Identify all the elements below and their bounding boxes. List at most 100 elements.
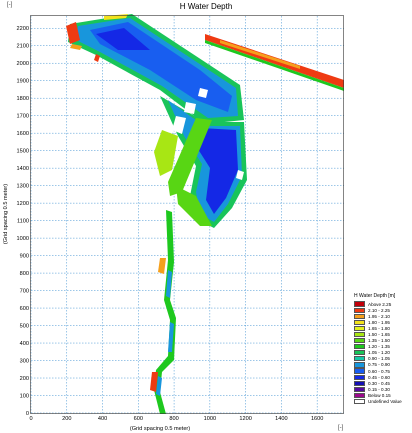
x-tick-label: 800: [169, 416, 178, 422]
legend-swatch: [354, 386, 365, 392]
y-tick-label: 1900: [17, 79, 29, 85]
y-tick-label: 900: [20, 254, 29, 260]
legend-label: 0.75 - 0.90: [368, 362, 390, 368]
y-tick-label: 1500: [17, 149, 29, 155]
y-tick-label: 1600: [17, 131, 29, 137]
legend-swatch: [354, 356, 365, 362]
depth-region-inner-ridge: [168, 118, 212, 196]
legend-item: 1.20 - 1.35: [354, 344, 410, 350]
y-tick-label: 700: [20, 289, 29, 295]
y-tick-label: 800: [20, 271, 29, 277]
legend-swatch: [354, 380, 365, 386]
legend-item: 2.10 - 2.25: [354, 307, 410, 313]
legend-label: 0.15 - 0.30: [368, 386, 390, 392]
x-tick-label: 400: [98, 416, 107, 422]
water-depth-field: [66, 14, 344, 414]
x-tick-label: 1600: [311, 416, 323, 422]
legend-swatch: [354, 313, 365, 319]
x-axis-label: (Grid spacing 0.5 meter): [130, 426, 190, 432]
x-axis-ticks: 0 200 400 600 800 1000 1200 1400 1600: [29, 416, 323, 422]
legend-label: 0.45 - 0.60: [368, 374, 390, 380]
legend-label: 1.80 - 1.95: [368, 319, 390, 325]
y-tick-label: 1800: [17, 96, 29, 102]
y-tick-label: 500: [20, 324, 29, 330]
fringe-left-edge: [94, 54, 100, 62]
y-tick-label: 1000: [17, 236, 29, 242]
legend-item: Undefined Value: [354, 398, 410, 405]
depth-region-river-lower: [205, 40, 344, 91]
legend-label: 1.35 - 1.50: [368, 338, 390, 344]
x-tick-label: 1000: [204, 416, 216, 422]
x-tick-label: 1200: [239, 416, 251, 422]
y-tick-label: 600: [20, 306, 29, 312]
legend-swatch: [354, 331, 365, 338]
x-tick-label: 1400: [275, 416, 287, 422]
corner-label-bottom-right: [-]: [338, 425, 344, 431]
depth-legend: H Water Depth [m] Above 2.25 2.10 - 2.25 1…: [354, 293, 410, 405]
legend-label: Above 2.25: [368, 301, 392, 307]
y-tick-label: 1300: [17, 184, 29, 190]
y-tick-label: 1400: [17, 166, 29, 172]
legend-item: Below 0.15: [354, 392, 410, 399]
legend-item: 0.75 - 0.90: [354, 362, 410, 368]
island-2: [172, 116, 186, 134]
legend-label: 0.30 - 0.45: [368, 380, 390, 386]
y-tick-label: 2200: [17, 26, 29, 32]
legend-swatch: [354, 350, 365, 356]
island-1: [184, 102, 196, 114]
y-tick-label: 0: [26, 411, 29, 417]
legend-label: 1.50 - 1.65: [368, 332, 390, 338]
legend-label: Below 0.15: [368, 392, 391, 398]
y-tick-label: 2000: [17, 61, 29, 67]
legend-item: 1.50 - 1.65: [354, 331, 410, 338]
plot-frame: [30, 15, 344, 414]
legend-label: 0.90 - 1.05: [368, 356, 390, 362]
legend-item: 0.15 - 0.30: [354, 386, 410, 392]
legend-swatch: [354, 338, 365, 344]
y-tick-label: 400: [20, 341, 29, 347]
depth-region-inner-ridge-2: [176, 186, 212, 226]
depth-region-lagoon-deep: [196, 128, 238, 214]
corner-label-top-left: [-]: [7, 2, 13, 8]
fringe-bottom: [150, 372, 158, 392]
legend-item: 1.05 - 1.20: [354, 350, 410, 356]
fringe-bottom-left: [158, 258, 166, 274]
y-tick-label: 1100: [17, 219, 29, 225]
y-tick-label: 2100: [17, 44, 29, 50]
legend-swatch: [354, 368, 365, 374]
fringe-upper-left-2: [70, 44, 82, 50]
legend-label: 0.60 - 0.75: [368, 368, 390, 374]
legend-swatch: [354, 362, 365, 368]
y-axis-label: (Grid spacing 0.5 meter): [3, 184, 9, 244]
fringe-upper-left: [66, 22, 80, 44]
legend-label: 1.05 - 1.20: [368, 350, 390, 356]
depth-region-river-mid: [220, 40, 300, 69]
legend-label: 1.65 - 1.80: [368, 325, 390, 331]
y-tick-label: 100: [20, 394, 29, 400]
legend-label: 2.10 - 2.25: [368, 307, 390, 313]
legend-item: 0.60 - 0.75: [354, 368, 410, 374]
x-tick-label: 0: [29, 416, 32, 422]
legend-swatch: [354, 344, 365, 350]
depth-region-channel-deepest: [96, 28, 150, 50]
map-title: H Water Depth: [179, 2, 233, 11]
depth-region-shoal-left: [154, 130, 178, 176]
legend-items: Above 2.25 2.10 - 2.25 1.95 - 2.10 1.80 - 1…: [354, 301, 410, 405]
y-tick-label: 1700: [17, 114, 29, 120]
legend-item: Above 2.25: [354, 301, 410, 307]
x-tick-label: 200: [62, 416, 71, 422]
legend-item: 1.80 - 1.95: [354, 319, 410, 325]
legend-item: 0.90 - 1.05: [354, 356, 410, 362]
legend-label: 1.20 - 1.35: [368, 344, 390, 350]
y-tick-label: 300: [20, 359, 29, 365]
y-axis-ticks: 0 100 200 300 400 500 600 700 800 900 1000 1100 1200…: [17, 26, 29, 417]
y-tick-label: 1200: [17, 201, 29, 207]
legend-swatch: [354, 325, 365, 332]
legend-swatch: [354, 374, 365, 380]
y-tick-label: 200: [20, 376, 29, 382]
x-tick-label: 600: [134, 416, 143, 422]
legend-label: Undefined Value: [368, 399, 402, 405]
legend-swatch: [354, 392, 365, 399]
legend-swatch: [354, 319, 365, 325]
